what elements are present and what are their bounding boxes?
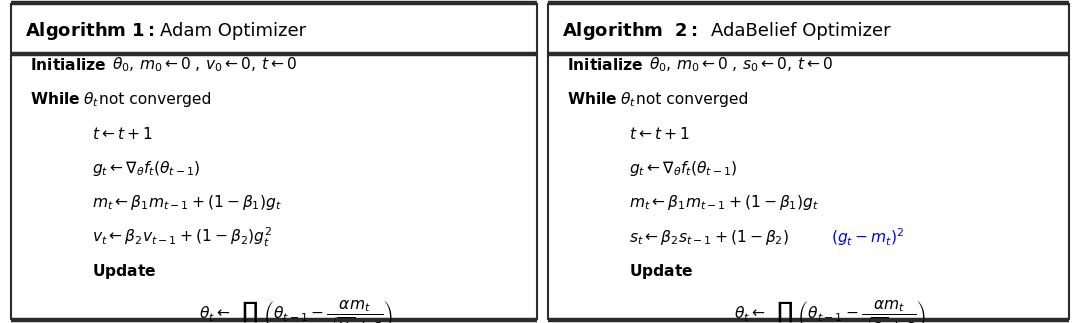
Text: $g_t \leftarrow \nabla_\theta f_t(\theta_{t-1})$: $g_t \leftarrow \nabla_\theta f_t(\theta… bbox=[92, 159, 200, 178]
Text: Adam Optimizer: Adam Optimizer bbox=[160, 22, 306, 40]
Text: $g_t \leftarrow \nabla_\theta f_t(\theta_{t-1})$: $g_t \leftarrow \nabla_\theta f_t(\theta… bbox=[629, 159, 737, 178]
Text: $\mathbf{Algorithm\ 1:}$: $\mathbf{Algorithm\ 1:}$ bbox=[25, 20, 154, 42]
Text: $\theta_t \leftarrow \prod_{\mathcal{F},\sqrt{s_t}} \left( \theta_{t-1} - \dfrac: $\theta_t \leftarrow \prod_{\mathcal{F},… bbox=[734, 298, 926, 323]
Text: AdaBelief Optimizer: AdaBelief Optimizer bbox=[711, 22, 890, 40]
Bar bbox=[548, 3, 1069, 320]
Text: $\theta_0,\, m_0 \leftarrow 0\;,\, v_0 \leftarrow 0,\, t \leftarrow 0$: $\theta_0,\, m_0 \leftarrow 0\;,\, v_0 \… bbox=[112, 55, 297, 74]
Text: $m_t \leftarrow \beta_1 m_{t-1} + (1 - \beta_1) g_t$: $m_t \leftarrow \beta_1 m_{t-1} + (1 - \… bbox=[629, 193, 819, 212]
Bar bbox=[11, 3, 537, 320]
Text: $\mathbf{Update}$: $\mathbf{Update}$ bbox=[629, 263, 693, 281]
Text: $(g_t - m_t)^2$: $(g_t - m_t)^2$ bbox=[831, 226, 904, 248]
Text: $\mathbf{Initialize}$: $\mathbf{Initialize}$ bbox=[30, 57, 107, 73]
Text: $\theta_t$: $\theta_t$ bbox=[83, 90, 99, 109]
Text: $\mathbf{While}$: $\mathbf{While}$ bbox=[30, 91, 81, 107]
Text: $t \leftarrow t + 1$: $t \leftarrow t + 1$ bbox=[92, 126, 152, 142]
Text: $\mathbf{Initialize}$: $\mathbf{Initialize}$ bbox=[567, 57, 644, 73]
Text: $\mathbf{Algorithm\ \ 2:}$: $\mathbf{Algorithm\ \ 2:}$ bbox=[562, 20, 697, 42]
Text: $\mathbf{Update}$: $\mathbf{Update}$ bbox=[92, 263, 157, 281]
Text: $t \leftarrow t + 1$: $t \leftarrow t + 1$ bbox=[629, 126, 689, 142]
Text: $\theta_0,\, m_0 \leftarrow 0\;,\, s_0 \leftarrow 0,\, t \leftarrow 0$: $\theta_0,\, m_0 \leftarrow 0\;,\, s_0 \… bbox=[649, 55, 833, 74]
Text: $\theta_t$: $\theta_t$ bbox=[620, 90, 636, 109]
Text: $\mathbf{While}$: $\mathbf{While}$ bbox=[567, 91, 618, 107]
Text: $s_t \leftarrow \beta_2 s_{t-1} + (1 - \beta_2)$: $s_t \leftarrow \beta_2 s_{t-1} + (1 - \… bbox=[629, 228, 788, 247]
Text: $\theta_t \leftarrow \prod_{\mathcal{F},\sqrt{v_t}} \left( \theta_{t-1} - \dfrac: $\theta_t \leftarrow \prod_{\mathcal{F},… bbox=[199, 298, 392, 323]
Text: not converged: not converged bbox=[636, 92, 748, 107]
Text: $m_t \leftarrow \beta_1 m_{t-1} + (1 - \beta_1) g_t$: $m_t \leftarrow \beta_1 m_{t-1} + (1 - \… bbox=[92, 193, 282, 212]
Text: $v_t \leftarrow \beta_2 v_{t-1} + (1 - \beta_2) g_t^2$: $v_t \leftarrow \beta_2 v_{t-1} + (1 - \… bbox=[92, 226, 272, 249]
Text: not converged: not converged bbox=[99, 92, 212, 107]
